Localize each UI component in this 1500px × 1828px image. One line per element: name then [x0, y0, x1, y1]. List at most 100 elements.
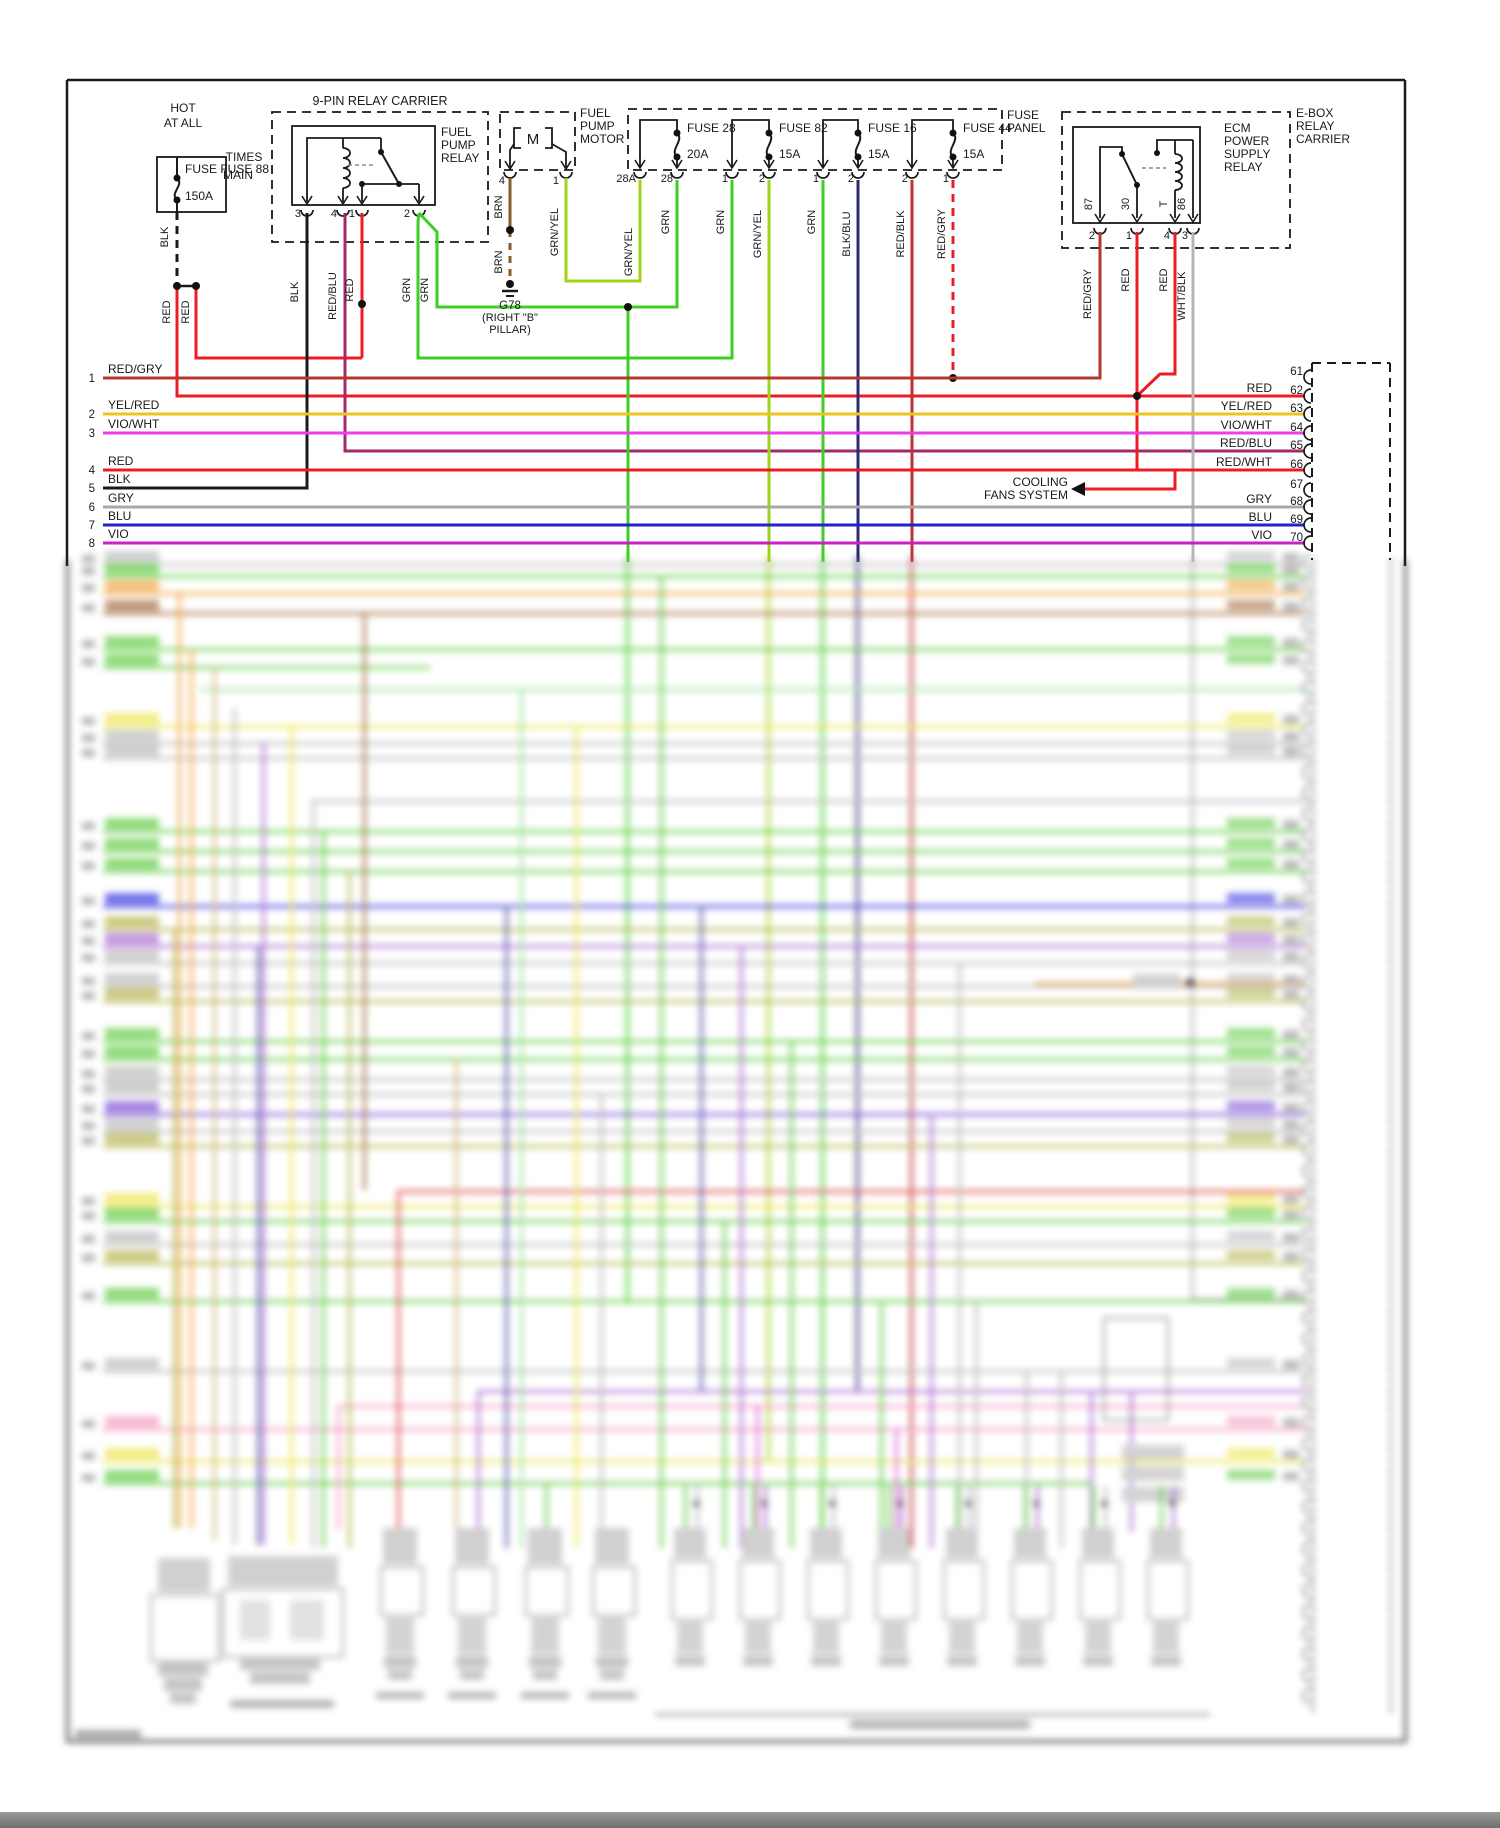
blur-shape: [337, 1405, 1305, 1408]
blur-shape: [739, 1560, 781, 1620]
blur-shape: [1172, 1486, 1175, 1528]
blur-shape: [696, 1486, 699, 1528]
blur-shape: [888, 1486, 891, 1528]
blur-shape: [82, 1085, 95, 1093]
blur-shape: [1227, 933, 1275, 943]
junction-dot: [173, 282, 181, 290]
blur-shape: [596, 1656, 628, 1668]
wire-blk-row5: [103, 213, 309, 490]
ecm-relay-box: [1072, 126, 1201, 224]
row-number: 6: [89, 502, 95, 514]
blur-shape: [82, 1474, 95, 1482]
blur-shape: [1283, 918, 1299, 927]
blur-shape: [103, 1000, 1305, 1003]
junction-dot: [1119, 151, 1125, 157]
label: RED/BLU: [327, 272, 339, 320]
blur-shape: [1101, 1500, 1108, 1507]
label: 28: [661, 173, 673, 185]
blur-shape: [965, 1500, 972, 1507]
junction-dot: [359, 181, 365, 187]
relay-switch-blade: [1121, 153, 1138, 186]
label: BLK/BLU: [841, 211, 853, 256]
blur-shape: [1191, 1298, 1306, 1301]
blur-shape: [1283, 565, 1299, 574]
connector-pin-number: 69: [1290, 514, 1303, 526]
blur-shape: [1302, 974, 1311, 990]
blur-shape: [103, 592, 1305, 595]
relay-coil: [1174, 153, 1183, 191]
blur-shape: [103, 1482, 1090, 1485]
blur-shape: [1227, 1118, 1275, 1128]
blur-shape: [743, 1656, 773, 1666]
blur-shape: [1302, 659, 1311, 675]
blur-shape: [1283, 1290, 1299, 1299]
blur-shape: [1283, 1030, 1299, 1039]
blur-shape: [1025, 1370, 1028, 1548]
row-number: 1: [89, 373, 95, 385]
blur-shape: [105, 654, 159, 665]
down-arrow: [634, 159, 646, 170]
label: TIMES: [226, 150, 263, 164]
blur-shape: [1283, 1472, 1299, 1481]
blur-shape: [337, 1405, 340, 1530]
blur-shape: [598, 1614, 626, 1654]
blur-shape: [1302, 848, 1311, 864]
main-fuse-box: [156, 156, 227, 213]
blur-shape: [1302, 890, 1311, 906]
label: RELAY: [441, 151, 479, 165]
blur-shape: [1227, 818, 1275, 828]
connector-wire-label: RED: [1247, 381, 1273, 395]
down-arrow: [413, 195, 425, 206]
blur-shape: [1150, 1528, 1182, 1558]
connector-pin-number: 70: [1290, 532, 1303, 544]
blur-shape: [1302, 1247, 1311, 1263]
blur-shape: [600, 1670, 624, 1680]
nine-pin-carrier-title: 9-PIN RELAY CARRIER: [313, 94, 448, 108]
blur-shape: [103, 850, 1305, 853]
blur-shape: [1302, 1142, 1311, 1158]
label: 1: [722, 173, 728, 185]
blur-shape: [1302, 1667, 1311, 1683]
blur-shape: [1302, 638, 1311, 654]
label: FUSE: [1007, 108, 1039, 122]
down-arrow: [947, 159, 959, 170]
blur-shape: [1302, 1478, 1311, 1494]
blur-shape: [956, 1486, 959, 1528]
label: (RIGHT "B": [482, 312, 538, 324]
blur-shape: [1227, 916, 1275, 926]
row-number: 8: [89, 538, 95, 550]
label: 2: [759, 173, 765, 185]
blur-shape: [1227, 1101, 1275, 1111]
blur-shape: [1302, 1289, 1311, 1305]
blur-shape: [103, 757, 1305, 760]
blur-shape: [880, 1300, 883, 1548]
blur-shape: [1169, 1500, 1176, 1507]
connector-pin-number: 68: [1290, 496, 1303, 508]
blur-shape: [105, 745, 159, 756]
blur-shape: [262, 742, 265, 1545]
label: FANS SYSTEM: [984, 488, 1068, 502]
blur-shape: [1283, 952, 1299, 961]
blur-shape: [477, 1390, 480, 1530]
wire-cooling-fans: [1083, 470, 1177, 491]
blur-shape: [1302, 1310, 1311, 1326]
blur-shape: [1014, 1528, 1046, 1558]
blur-shape: [1082, 1528, 1114, 1558]
blur-shape: [105, 1448, 159, 1459]
blur-shape: [105, 730, 159, 741]
down-arrow: [671, 159, 683, 170]
blur-shape: [103, 725, 1305, 728]
blur-shape: [1302, 596, 1311, 612]
blur-shape: [103, 1300, 1305, 1303]
blur-shape: [533, 1670, 557, 1680]
blur-shape: [1227, 1288, 1275, 1298]
label: FUEL: [441, 125, 472, 139]
blur-shape: [82, 567, 95, 575]
junction-dot: [173, 196, 181, 204]
blur-shape: [82, 604, 95, 612]
label: 30: [1120, 198, 1132, 210]
down-arrow: [337, 195, 349, 206]
blur-shape: [1302, 575, 1311, 591]
fuel-pump-relay-box: [291, 125, 436, 206]
blur-shape: [67, 1740, 1405, 1743]
